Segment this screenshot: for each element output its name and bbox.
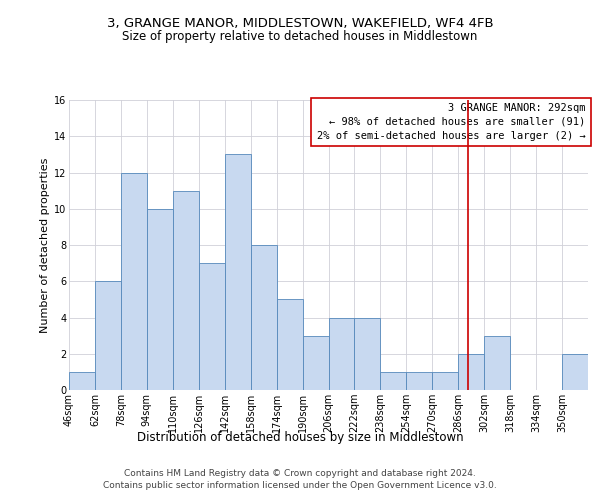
Text: Size of property relative to detached houses in Middlestown: Size of property relative to detached ho… bbox=[122, 30, 478, 43]
Bar bbox=[95, 281, 121, 390]
Bar bbox=[380, 372, 406, 390]
Bar bbox=[147, 209, 173, 390]
Bar bbox=[484, 336, 510, 390]
Bar bbox=[355, 318, 380, 390]
Text: 3 GRANGE MANOR: 292sqm
← 98% of detached houses are smaller (91)
2% of semi-deta: 3 GRANGE MANOR: 292sqm ← 98% of detached… bbox=[317, 103, 586, 141]
Text: Distribution of detached houses by size in Middlestown: Distribution of detached houses by size … bbox=[137, 431, 463, 444]
Bar bbox=[69, 372, 95, 390]
Bar bbox=[251, 245, 277, 390]
Bar bbox=[277, 300, 302, 390]
Y-axis label: Number of detached properties: Number of detached properties bbox=[40, 158, 50, 332]
Text: Contains HM Land Registry data © Crown copyright and database right 2024.: Contains HM Land Registry data © Crown c… bbox=[124, 470, 476, 478]
Bar bbox=[121, 172, 147, 390]
Bar bbox=[199, 263, 224, 390]
Bar bbox=[406, 372, 433, 390]
Bar bbox=[225, 154, 251, 390]
Bar bbox=[433, 372, 458, 390]
Bar bbox=[329, 318, 355, 390]
Bar bbox=[562, 354, 588, 390]
Text: 3, GRANGE MANOR, MIDDLESTOWN, WAKEFIELD, WF4 4FB: 3, GRANGE MANOR, MIDDLESTOWN, WAKEFIELD,… bbox=[107, 18, 493, 30]
Bar bbox=[302, 336, 329, 390]
Bar bbox=[173, 190, 199, 390]
Text: Contains public sector information licensed under the Open Government Licence v3: Contains public sector information licen… bbox=[103, 480, 497, 490]
Bar bbox=[458, 354, 484, 390]
